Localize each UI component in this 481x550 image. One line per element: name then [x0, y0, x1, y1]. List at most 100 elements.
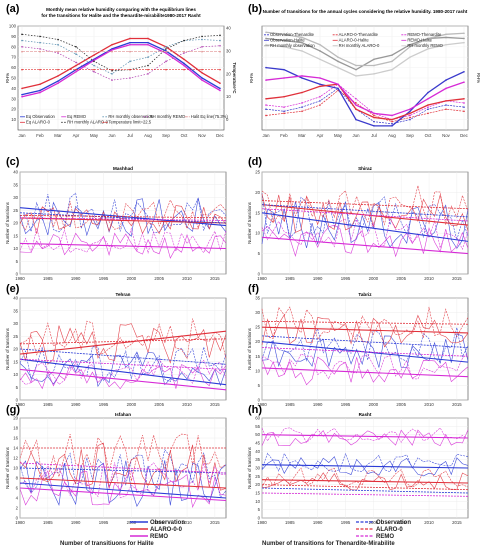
data-point [283, 33, 285, 36]
trend-line [261, 212, 469, 242]
series-line [19, 433, 227, 481]
x-tick-label: 1990 [313, 520, 323, 525]
data-point [57, 82, 59, 84]
legend-entry: RH monthly observation [108, 114, 153, 119]
y2-tick-label: 10 [226, 94, 231, 99]
legend-entry: Observation-Thenardite [270, 32, 315, 37]
series-line [21, 44, 221, 98]
data-point [129, 41, 131, 44]
data-point [463, 32, 465, 35]
y-tick-label: 15 [255, 491, 260, 496]
trend-line [19, 212, 227, 224]
trend-line [19, 358, 227, 370]
y-tick-label: 14 [13, 446, 18, 451]
data-point [283, 112, 285, 115]
series-line [19, 323, 227, 365]
data-point [183, 58, 185, 61]
data-point [445, 104, 447, 106]
legend-entry: Halit Eq line(75.3%) [191, 114, 229, 119]
x-tick-label: 1985 [43, 402, 53, 407]
chart-title-a: Monthly mean relative humidity comparing… [46, 7, 196, 12]
data-point [355, 75, 357, 77]
x-tick-label: Mar [54, 133, 62, 138]
legend-entry: RH monthly ALARO-0 [67, 120, 108, 125]
series-line [261, 472, 469, 491]
x-tick-label: 2000 [127, 402, 137, 407]
series-line [261, 456, 469, 477]
legend-entry: ALARO-0-Halite [339, 38, 370, 43]
data-point [219, 87, 221, 90]
data-point [409, 108, 411, 110]
data-point [391, 122, 393, 125]
data-point [283, 46, 285, 48]
x-tick-label: 2005 [396, 402, 406, 407]
chart-title-c: Mashhad [113, 166, 133, 171]
x-tick-label: 2005 [396, 276, 406, 281]
data-point [283, 39, 285, 42]
y-tick-label: 35 [255, 296, 260, 301]
data-point [39, 50, 41, 53]
data-point [21, 50, 23, 53]
data-point [129, 43, 131, 46]
data-point [183, 50, 185, 53]
data-point [445, 43, 447, 46]
grid-f [261, 297, 468, 401]
x-tick-label: Aug [388, 133, 396, 138]
legend-entry: REMO-Thenardite [407, 32, 442, 37]
data-point [355, 98, 357, 100]
series-line [19, 462, 227, 499]
y-tick-label: 5 [16, 385, 19, 390]
data-point [93, 50, 95, 53]
data-point [147, 56, 149, 58]
series-line [19, 346, 227, 383]
x-tick-label: 1980 [15, 520, 25, 525]
x-tick-label: 1995 [341, 402, 351, 407]
data-point [39, 89, 41, 92]
y2-tick-label: 0 [226, 117, 229, 122]
trend-line [19, 358, 227, 386]
y2-tick-label: 40 [226, 26, 231, 31]
data-point [165, 46, 167, 48]
legend-entry: REMO [376, 534, 394, 540]
panel-letter-d: (d) [248, 156, 262, 168]
panels: Monthly mean relative humidity comparing… [5, 7, 481, 525]
series-line [21, 45, 221, 81]
data-point [93, 68, 95, 71]
data-point [355, 68, 357, 71]
y-axis-label-h: Number of transitions [247, 446, 252, 489]
data-point [373, 114, 375, 117]
x-tick-label: 2010 [424, 520, 434, 525]
x-tick-label: 2010 [182, 276, 192, 281]
x-tick-label: Apr [317, 133, 324, 138]
y-tick-label: 25 [255, 325, 260, 330]
legend-entry: RH monthly ALARO-0 [339, 43, 380, 48]
data-point [337, 87, 339, 90]
chart-title-h: Rasht [359, 412, 372, 417]
x-tick-label: 1985 [43, 520, 53, 525]
y-tick-label: 2 [16, 506, 19, 511]
y-tick-label: 20 [11, 107, 16, 112]
y-tick-label: 15 [13, 359, 18, 364]
y-tick-label: 5 [258, 383, 261, 388]
x-tick-label: Jun [353, 133, 361, 138]
data-point [75, 50, 77, 53]
legend-entry: ALARO-0-Thenardite [339, 32, 379, 37]
data-point [391, 114, 393, 117]
data-point [373, 64, 375, 67]
y-tick-label: 10 [13, 466, 18, 471]
data-point [21, 33, 23, 36]
trend-line [261, 208, 469, 222]
data-point [39, 83, 41, 86]
series-line [19, 364, 227, 390]
data-point [147, 64, 149, 67]
trend-line [19, 242, 227, 250]
data-point [21, 95, 23, 98]
y-axis-label-f: Number of transitions [247, 327, 252, 370]
x-tick-label: Nov [442, 133, 450, 138]
x-tick-label: Jun [109, 133, 117, 138]
data-point [301, 41, 303, 44]
series-line [261, 429, 469, 447]
series-line [19, 469, 227, 509]
x-tick-label: Oct [425, 133, 432, 138]
